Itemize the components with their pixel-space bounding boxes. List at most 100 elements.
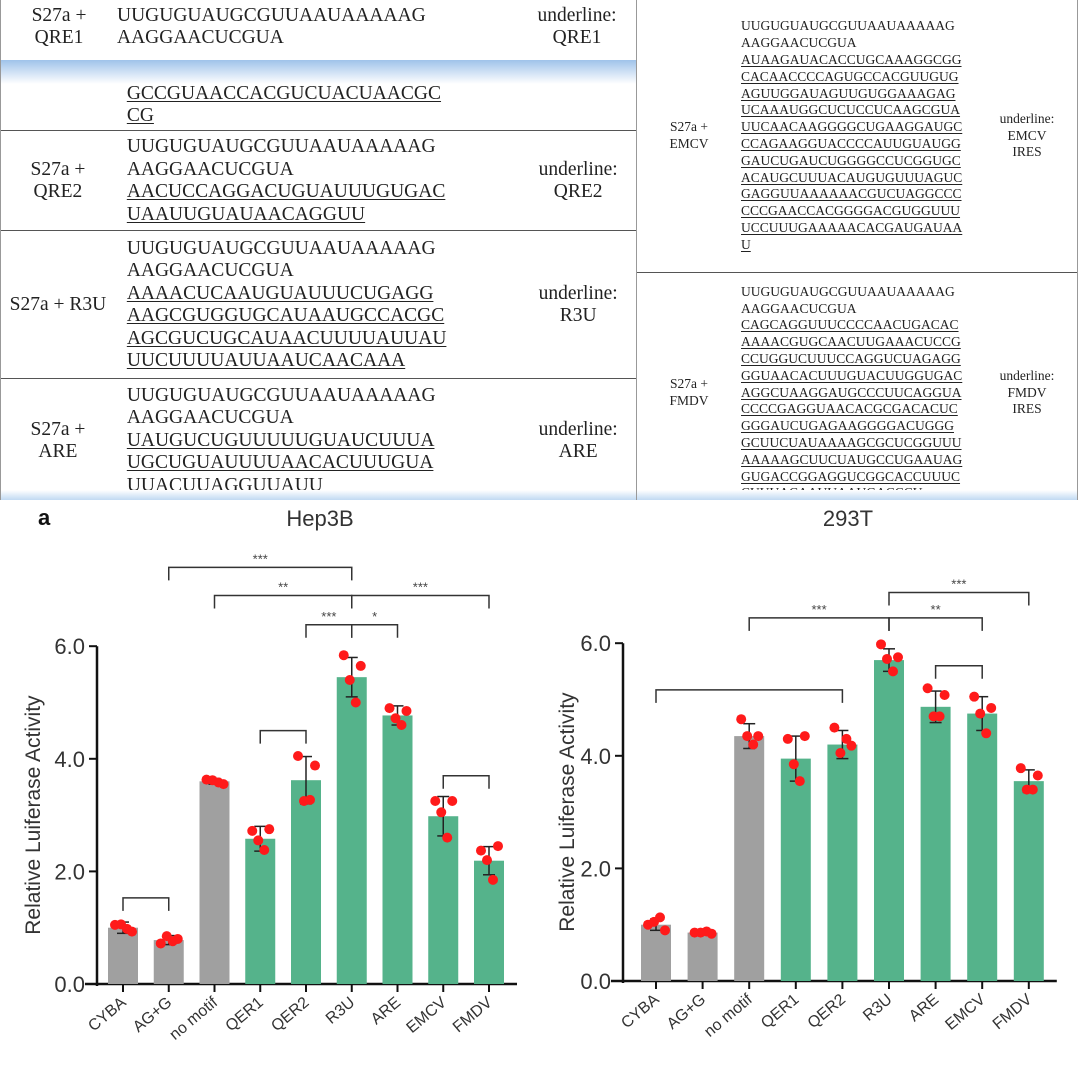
y-tick-label: 2.0: [580, 856, 611, 881]
sequence-line: AACUCCAGGACUGUAUUUGUGAC: [126, 181, 446, 202]
significance-bracket: [122, 897, 170, 911]
row-label: S27a + FMDV: [637, 376, 741, 410]
x-tick-label: QER2: [805, 991, 849, 1032]
section-break: [1, 490, 637, 500]
data-point: [264, 824, 275, 835]
row-note: underline: FMDV IRES: [977, 368, 1077, 418]
bar-r3u: [336, 677, 367, 984]
row-label-line: QRE2: [33, 181, 83, 202]
data-point: [701, 926, 712, 937]
row-label-line: FMDV: [669, 393, 709, 408]
sequence: UUGUGUAUGCGUUAAUAAAAAG AAGGAACUCGUA AAAACU…: [115, 238, 519, 373]
sequence-line: AAAAAGCUUCUAUGCCUGAAUAG: [741, 451, 963, 467]
x-tick-label: EMCV: [942, 991, 989, 1034]
significance-bracket: [748, 617, 890, 631]
data-point: [396, 720, 407, 731]
significance-bracket: [213, 594, 353, 609]
sequence-line: UCCUUUGAAAAACACGAUGAUAA: [741, 219, 963, 235]
section-break: [1, 60, 637, 84]
bar-qer1: [780, 758, 811, 981]
data-point: [1032, 770, 1043, 781]
data-point: [975, 708, 986, 719]
bar-emcv: [428, 816, 459, 984]
row-note: underline: R3U: [519, 283, 637, 328]
sequence-line: ACAUGCUUUACAUGUGUUUAGUC: [741, 169, 963, 185]
significance-label: **: [931, 602, 941, 617]
row-label-line: S27a + R3U: [9, 293, 107, 315]
significance-label: ***: [951, 577, 966, 592]
data-point: [447, 796, 458, 807]
data-point: [934, 711, 945, 722]
row-label-line: S27a +: [31, 4, 87, 26]
data-point: [893, 652, 903, 663]
sequence-line: GAGGUUAAAAAACGUCUAGGCCC: [741, 186, 962, 202]
sequence-line: AAAACUCAAUGUAUUUCUGAGG: [126, 282, 434, 304]
y-tick-label: 0.0: [580, 969, 611, 994]
significance-bracket: [442, 774, 490, 789]
significance-label: **: [278, 580, 288, 595]
row-label-line: QRE1: [34, 27, 84, 48]
data-point: [344, 674, 355, 685]
x-tick-label: ARE: [368, 994, 404, 1028]
significance-bracket: [168, 566, 353, 581]
data-point: [350, 697, 361, 708]
sequence-line: AAGGAACUCGUA: [117, 27, 284, 48]
sequence-table-right: S27a + EMCV UUGUGUAUGCGUUAAUAAAAAG AAGGAACU…: [636, 0, 1078, 500]
sequence-line: CCCGAACCACGGGGACGUGGUUU: [741, 203, 961, 219]
x-tick-label: QER1: [758, 991, 802, 1032]
sequence-line: CCAGAAGGUACCCCAUUGUAUGG: [741, 136, 961, 151]
data-point: [655, 912, 665, 923]
sequence-line: AAAACGUGCAACUUGAAACUCCG: [741, 334, 961, 350]
significance-bracket: [934, 664, 983, 679]
sequence-line: AAGGAACUCGUA: [126, 407, 294, 429]
row-note: underline: QRE2: [519, 159, 637, 204]
significance-label: *: [372, 609, 377, 624]
sequence-line: AGUUGGAUAGUUGUGGAAAGAG: [741, 85, 956, 101]
sequence: UUGUGUAUGCGUUAAUAAAAAG AAGGAACUCGUA CAGCAG…: [741, 284, 977, 500]
significance-label: ***: [413, 580, 428, 595]
data-point: [338, 650, 349, 661]
data-point: [922, 683, 933, 694]
panel-label: a: [38, 505, 51, 530]
sequence-line: GCCGUAACCACGUCUACUAACGC: [126, 82, 442, 104]
y-axis-label: Relative Luiferase Activity: [556, 692, 579, 932]
data-point: [748, 739, 759, 750]
x-tick-label: CYBA: [85, 994, 130, 1035]
sequence-line: GCUUCUAUAAAAGCGCUCGGUUU: [741, 434, 962, 450]
chart-title: Hep3B: [286, 506, 353, 531]
significance-label: ***: [812, 602, 827, 617]
data-point: [355, 660, 366, 671]
sequence: UUGUGUAUGCGUUAAUAAAAAG AAGGAACUCGUA UAUGUC…: [115, 385, 519, 498]
table-row: S27a + QRE2 UUGUGUAUGCGUUAAUAAAAAG AAGGAACU…: [1, 130, 637, 231]
significance-bracket: [655, 689, 844, 703]
sequence-line: AAGGAACUCGUA: [741, 300, 857, 316]
data-point: [293, 750, 303, 761]
row-label-line: S27a +: [670, 119, 708, 135]
sequence-line: CAGCAGGUUUCCCCAACUGACAC: [741, 317, 959, 333]
data-point: [213, 777, 224, 788]
sequence-line: UUGUGUAUGCGUUAAUAAAAAG: [126, 136, 436, 157]
bar-no-motif: [199, 781, 230, 984]
sequence-line: CG: [126, 105, 154, 126]
x-tick-label: ARE: [906, 991, 942, 1025]
data-point: [841, 733, 852, 744]
sequence-table-left: S27a + QRE1 UUGUGUAUGCGUUAAUAAAAAG AAGGAACU…: [0, 0, 637, 500]
bar-qer2: [827, 744, 858, 981]
bar-are: [382, 715, 413, 984]
sequence-line: UCAAAUGGCUCUCCUCAAGCGUA: [741, 102, 961, 118]
sequence-line: UUGUGUAUGCGUUAAUAAAAAG: [117, 4, 426, 26]
significance-bracket: [351, 624, 399, 638]
data-point: [167, 936, 178, 947]
bar-qer2: [291, 780, 321, 984]
x-tick-label: QER2: [268, 994, 312, 1035]
y-tick-label: 0.0: [54, 972, 85, 997]
table-row: S27a + QRE1 UUGUGUAUGCGUUAAUAAAAAG AAGGAACU…: [1, 2, 637, 52]
row-label-line: ARE: [38, 441, 78, 462]
significance-bracket: [259, 729, 307, 744]
row-label: S27a + EMCV: [637, 119, 741, 153]
sequence-line: AAGCGUGGUGCAUAAUGCCACGC: [126, 305, 445, 326]
row-note-line: R3U: [559, 305, 597, 326]
bar-fmdv: [1013, 781, 1044, 981]
sequence-line: CCCCGAGGUAACACGCGACACUC: [741, 401, 958, 417]
